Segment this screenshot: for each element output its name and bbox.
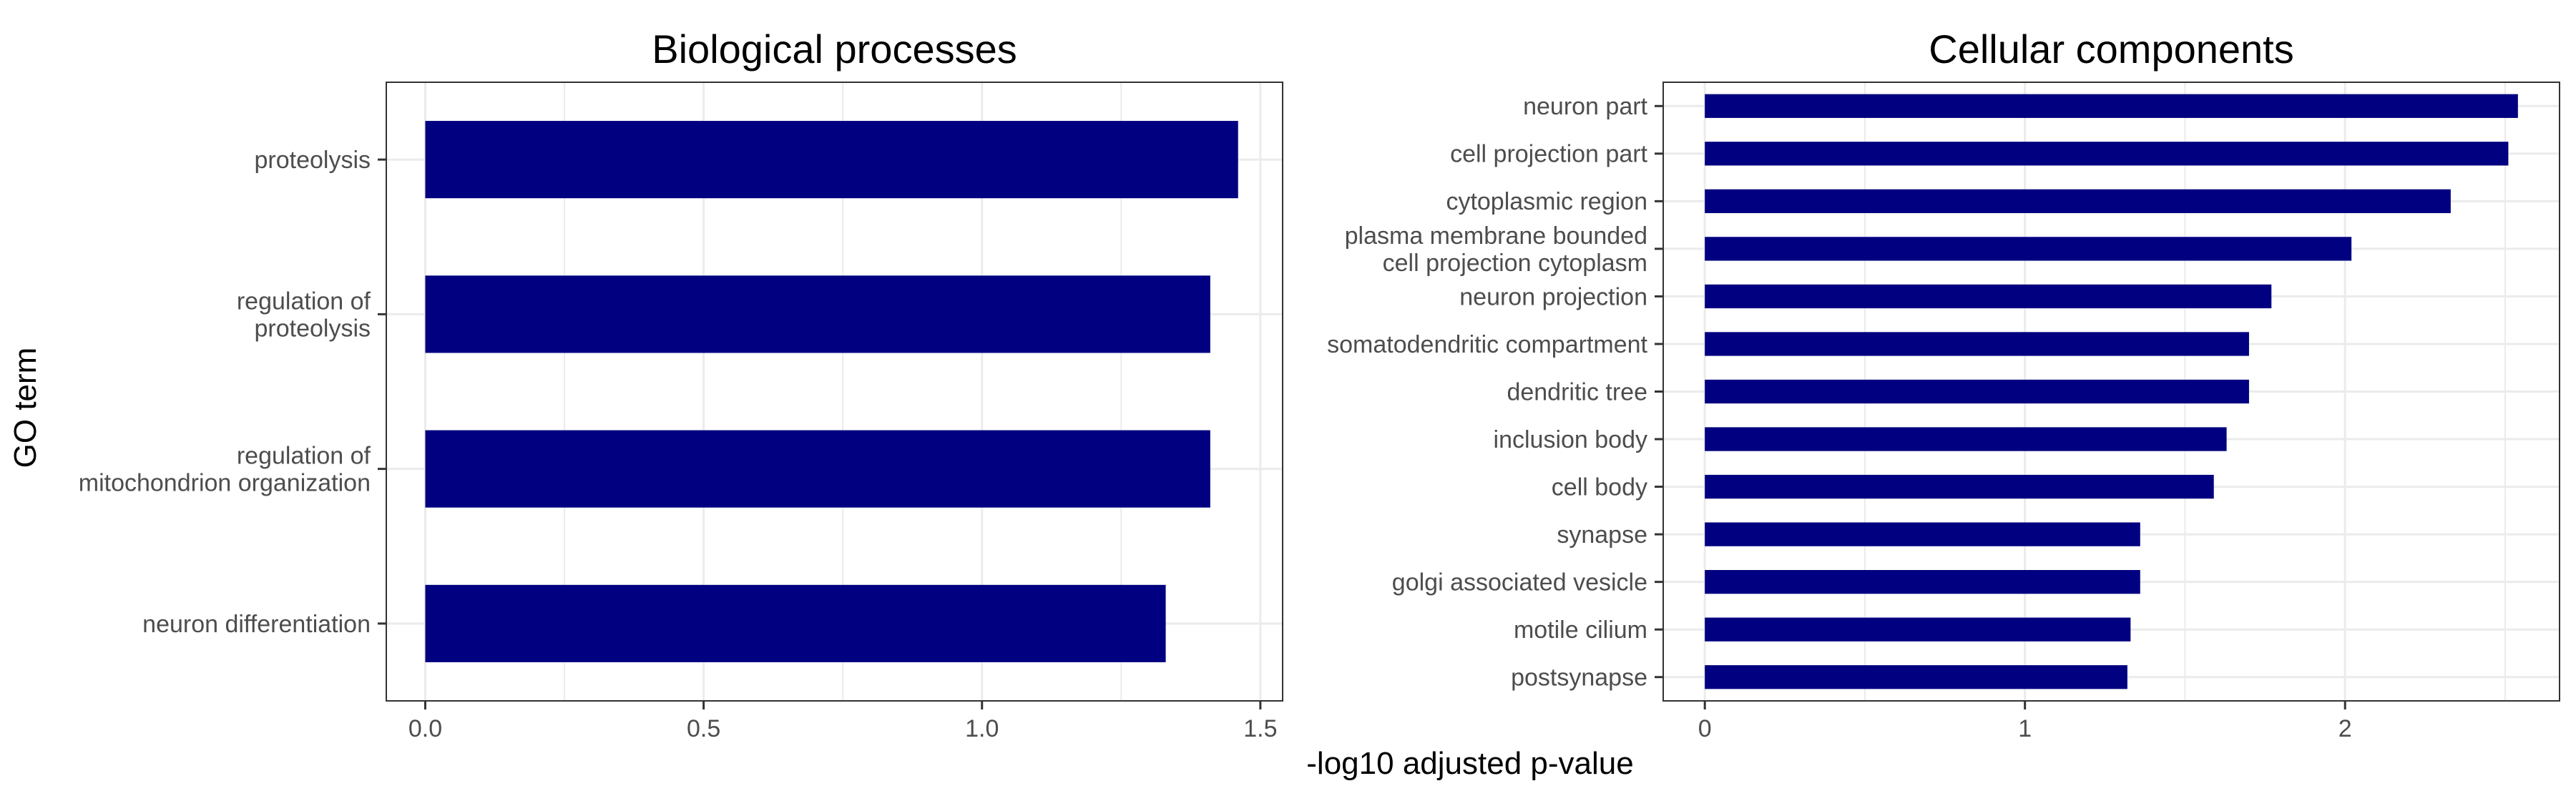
bar-cell-body xyxy=(1705,474,2214,499)
y-tick-label: dendritic tree xyxy=(1507,378,1647,406)
y-tick-label-line: cell projection cytoplasm xyxy=(1383,250,1647,277)
y-tick-label-line: regulation of xyxy=(237,443,371,470)
y-tick-label-line: regulation of xyxy=(237,288,371,315)
bar-golgi-associated-vesicle xyxy=(1705,570,2140,594)
bar-dendritic-tree xyxy=(1705,379,2249,404)
bar-cell-projection-part xyxy=(1705,142,2509,166)
y-tick-label-line: synapse xyxy=(1557,521,1647,549)
x-tick-label: 1.5 xyxy=(1243,715,1277,742)
bar-neuron-projection xyxy=(1705,284,2272,309)
bar-regulation-of-mitochondrion-organization xyxy=(425,430,1210,508)
x-axis-label: -log10 adjusted p-value xyxy=(1306,746,1633,781)
x-tick-label: 0.5 xyxy=(687,715,720,742)
bar-postsynapse xyxy=(1705,665,2127,689)
panel-title: Biological processes xyxy=(652,26,1017,72)
bar-proteolysis xyxy=(425,121,1238,199)
y-tick-label: postsynapse xyxy=(1511,664,1647,692)
y-tick-label-line: cell projection part xyxy=(1450,141,1647,168)
x-tick-label: 1.0 xyxy=(965,715,999,742)
y-tick-label: neuron differentiation xyxy=(142,611,371,638)
y-tick-label-line: plasma membrane bounded xyxy=(1345,222,1647,250)
y-tick-label-line: motile cilium xyxy=(1514,616,1647,644)
x-tick-label: 1 xyxy=(2018,715,2032,742)
y-tick-label-line: postsynapse xyxy=(1511,664,1647,692)
y-tick-label-line: neuron projection xyxy=(1459,283,1647,310)
y-axis-label: GO term xyxy=(8,348,43,468)
y-tick-label: motile cilium xyxy=(1514,616,1647,644)
y-tick-label: cytoplasmic region xyxy=(1446,188,1647,215)
y-tick-label: regulation of proteolysis xyxy=(237,288,371,342)
y-tick-label: somatodendritic compartment xyxy=(1327,331,1647,358)
bar-synapse xyxy=(1705,522,2140,546)
y-tick-label: proteolysis xyxy=(254,147,371,174)
y-tick-label: neuron part xyxy=(1523,93,1647,120)
y-tick-label-line: mitochondrion organization xyxy=(79,470,371,497)
bar-regulation-of-proteolysis xyxy=(425,275,1210,353)
panel-title: Cellular components xyxy=(1929,26,2293,72)
y-tick-label: neuron projection xyxy=(1459,283,1647,310)
bar-neuron-part xyxy=(1705,94,2518,118)
bar-plasma-membrane-bounded-cell-projection-cytoplasm xyxy=(1705,237,2352,261)
x-tick-label: 0.0 xyxy=(408,715,442,742)
panel-cellular-components: neuron part cell projection part cytoplasm… xyxy=(1327,26,2560,742)
y-tick-label-line: neuron differentiation xyxy=(142,611,371,638)
x-tick-label: 2 xyxy=(2339,715,2352,742)
y-tick-label-line: cell body xyxy=(1552,473,1647,501)
y-tick-label: inclusion body xyxy=(1494,426,1647,453)
bar-inclusion-body xyxy=(1705,427,2227,451)
y-tick-label-line: proteolysis xyxy=(254,147,371,174)
y-tick-label: cell body xyxy=(1552,473,1647,501)
y-tick-label-line: proteolysis xyxy=(254,315,371,342)
y-tick-label-line: inclusion body xyxy=(1494,426,1647,453)
bar-cytoplasmic-region xyxy=(1705,189,2451,213)
y-tick-label: regulation of mitochondrion organization xyxy=(79,443,371,497)
y-tick-label-line: cytoplasmic region xyxy=(1446,188,1647,215)
bar-motile-cilium xyxy=(1705,617,2131,642)
y-tick-label-line: golgi associated vesicle xyxy=(1392,569,1647,596)
y-tick-label: synapse xyxy=(1557,521,1647,549)
x-tick-label: 0 xyxy=(1698,715,1712,742)
y-tick-label-line: somatodendritic compartment xyxy=(1327,331,1647,358)
y-tick-label: plasma membrane bounded cell projection c… xyxy=(1345,222,1647,277)
y-tick-label: cell projection part xyxy=(1450,141,1647,168)
panel-border xyxy=(386,82,1283,702)
bar-neuron-differentiation xyxy=(425,584,1166,662)
y-tick-label-line: neuron part xyxy=(1523,93,1647,120)
bar-somatodendritic-compartment xyxy=(1705,332,2249,356)
y-tick-label-line: dendritic tree xyxy=(1507,378,1647,406)
y-tick-label: golgi associated vesicle xyxy=(1392,569,1647,596)
